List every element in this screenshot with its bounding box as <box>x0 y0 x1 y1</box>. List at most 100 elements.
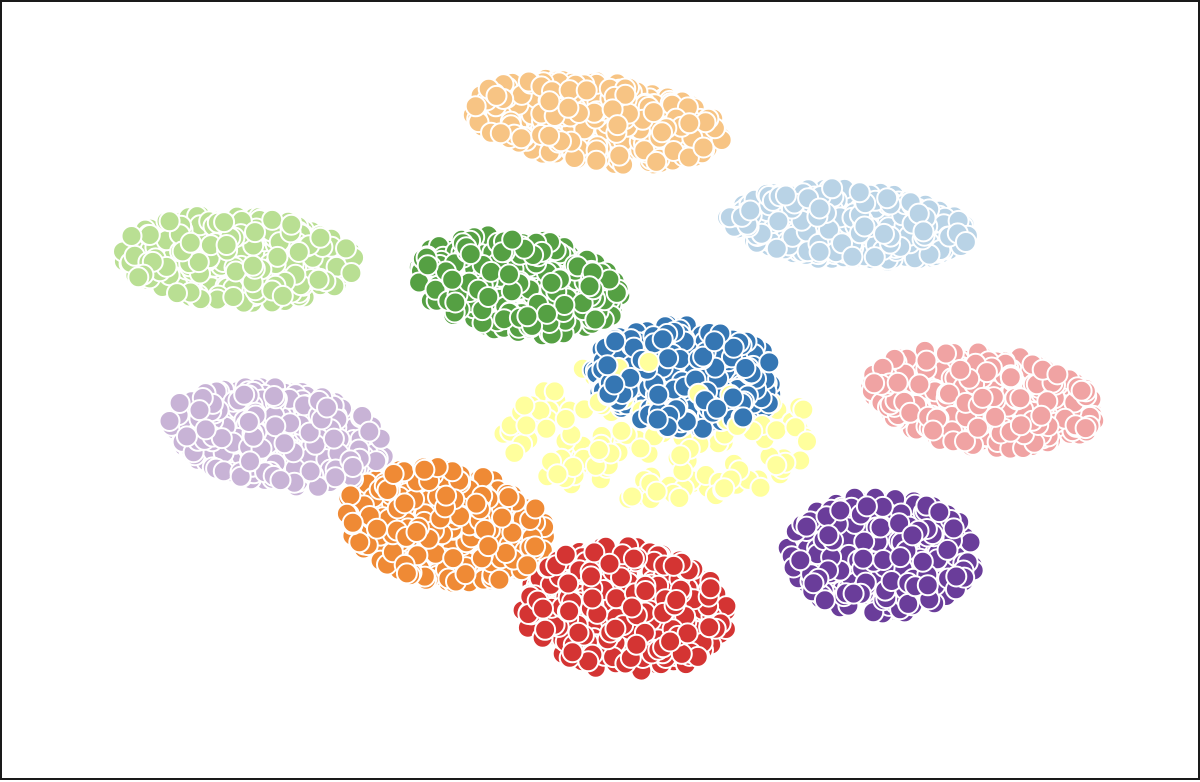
scatter-point <box>855 495 878 518</box>
scatter-point <box>120 225 143 247</box>
scatter-point <box>510 127 533 150</box>
scatter-point <box>817 524 840 547</box>
scatter-point <box>188 399 211 422</box>
scatter-point <box>610 419 633 442</box>
scatter-point <box>703 330 726 353</box>
scatter-point <box>324 466 347 489</box>
scatter-point <box>339 484 362 507</box>
scatter-point <box>166 282 188 305</box>
scatter-point <box>266 245 289 268</box>
scatter-point <box>138 224 161 246</box>
scatter-point <box>239 450 261 473</box>
scatter-point <box>954 231 977 253</box>
scatter-point <box>692 136 715 159</box>
scatter-point <box>784 416 807 439</box>
scatter-point <box>263 385 285 407</box>
scatter-point <box>341 456 364 478</box>
scatter-point <box>442 547 465 570</box>
scatter-point <box>158 210 181 233</box>
scatter-point <box>501 521 524 544</box>
scatter-point <box>535 417 558 440</box>
scatter-point <box>789 549 812 572</box>
scatter-point <box>608 144 631 167</box>
scatter-point <box>949 358 972 381</box>
scatter-point <box>567 621 590 644</box>
scatter-point <box>928 501 951 524</box>
scatter-point <box>699 577 722 600</box>
scatter-point <box>322 427 345 450</box>
scatter-point <box>524 497 547 520</box>
scatter-point <box>604 330 627 353</box>
scatter-point <box>765 237 788 260</box>
scatter-point <box>503 441 526 464</box>
scatter-point <box>587 439 610 461</box>
scatter-point <box>558 600 581 623</box>
scatter-point <box>942 517 965 540</box>
scatter-point <box>366 517 388 540</box>
scatter-point <box>538 124 561 147</box>
scatter-point <box>1046 363 1069 386</box>
scatter-point <box>853 215 876 238</box>
scatter-point <box>739 199 762 222</box>
scatter-point <box>713 477 736 500</box>
scatter-point <box>416 254 439 277</box>
scatter-point <box>557 96 580 119</box>
scatter-point <box>915 349 938 372</box>
scatter-point <box>802 572 825 595</box>
scatter-point <box>852 547 875 570</box>
scatter-point <box>554 543 577 566</box>
scatter-point <box>194 418 217 441</box>
scatter-point <box>676 622 699 645</box>
scatter-point <box>158 410 181 432</box>
scatter-point <box>841 245 864 268</box>
scatter-point <box>876 187 899 210</box>
scatter-point <box>795 515 818 538</box>
scatter-point <box>513 394 536 417</box>
scatter-point <box>625 633 648 656</box>
scatter-point <box>477 286 500 308</box>
scatter-point <box>999 366 1022 389</box>
scatter-point <box>614 83 637 106</box>
scatter-point <box>581 587 604 610</box>
scatter-point <box>646 408 669 431</box>
scatter-point <box>583 541 606 564</box>
scatter-point <box>498 263 520 286</box>
scatter-point <box>307 268 330 291</box>
scatter-point <box>485 84 508 107</box>
scatter-point <box>935 342 957 365</box>
scatter-point <box>264 415 287 438</box>
scatter-point <box>813 589 836 612</box>
scatter-point <box>340 262 363 284</box>
scatter-point <box>441 268 464 291</box>
scatter-point <box>393 492 416 515</box>
scatter-point <box>382 463 405 485</box>
scatter-point <box>269 469 292 492</box>
scatter-point <box>309 226 332 249</box>
scatter-point <box>774 184 797 207</box>
scatter-point <box>1074 417 1097 440</box>
scatter-point <box>536 302 558 325</box>
scatter-point <box>516 554 539 577</box>
scatter-point <box>758 351 781 374</box>
scatter-point <box>435 484 458 507</box>
scatter-point <box>273 432 296 455</box>
scatter-point <box>842 582 865 605</box>
scatter-point <box>765 419 788 442</box>
scatter-point <box>488 568 511 591</box>
scatter-point <box>829 499 852 522</box>
scatter-point <box>692 345 715 368</box>
scatter-point <box>722 386 744 409</box>
scatter-point <box>657 347 680 370</box>
scatter-point <box>444 291 467 314</box>
scatter-point <box>749 476 772 499</box>
scatter-point <box>642 101 665 124</box>
scatter-point <box>598 552 621 575</box>
scatter-point <box>241 254 264 277</box>
scatter-point <box>922 419 944 442</box>
scatter-point <box>497 486 520 509</box>
scatter-point <box>477 535 500 558</box>
scatter-point <box>222 286 245 308</box>
scatter-point <box>187 251 210 274</box>
scatter-point <box>722 336 745 359</box>
